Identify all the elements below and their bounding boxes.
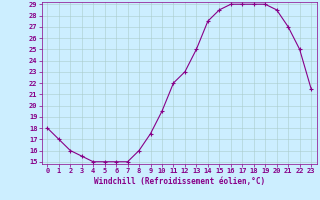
X-axis label: Windchill (Refroidissement éolien,°C): Windchill (Refroidissement éolien,°C): [94, 177, 265, 186]
